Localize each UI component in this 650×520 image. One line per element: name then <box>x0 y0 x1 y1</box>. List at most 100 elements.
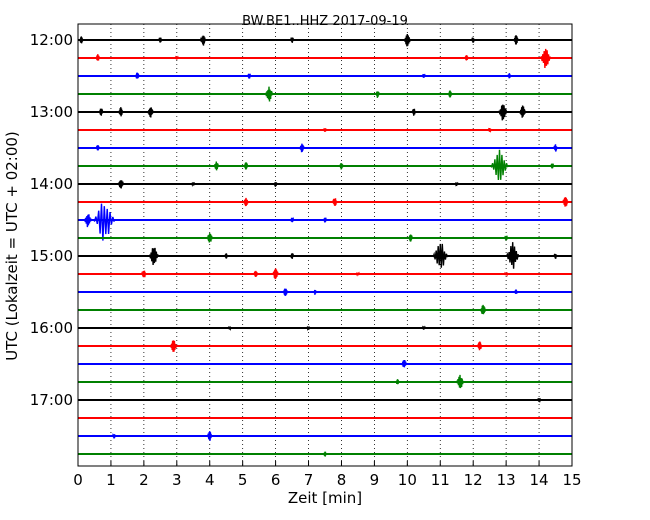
x-tick-label: 7 <box>304 471 314 489</box>
trace-event <box>93 203 115 241</box>
trace-event <box>322 217 328 223</box>
x-tick-label: 0 <box>73 471 83 489</box>
trace-event <box>199 35 207 46</box>
x-tick-label: 12 <box>464 471 483 489</box>
trace-16:30 <box>78 359 572 368</box>
y-tick-label: 13:00 <box>30 103 73 121</box>
trace-event <box>421 325 426 330</box>
trace-13:00 <box>78 104 572 121</box>
trace-event <box>243 162 249 170</box>
trace-event <box>536 397 542 404</box>
trace-event <box>158 37 163 43</box>
trace-13:15 <box>78 127 572 133</box>
trace-event <box>117 107 124 117</box>
x-tick-label: 11 <box>431 471 450 489</box>
y-tick-label: 16:00 <box>30 319 73 337</box>
chart-title: BW.BE1..HHZ 2017-09-19 <box>242 14 408 29</box>
trace-event <box>339 162 344 170</box>
trace-event <box>169 340 178 352</box>
trace-event <box>553 253 558 259</box>
trace-13:45 <box>78 149 572 181</box>
x-tick-label: 6 <box>271 471 281 489</box>
trace-event <box>331 198 338 206</box>
x-tick-label: 5 <box>238 471 248 489</box>
trace-event <box>227 326 232 332</box>
y-tick-label: 14:00 <box>30 175 73 193</box>
trace-event <box>213 161 220 171</box>
trace-event <box>562 197 569 207</box>
trace-event <box>95 144 100 151</box>
trace-event <box>289 216 295 223</box>
trace-event <box>395 379 400 385</box>
trace-event <box>476 341 483 351</box>
trace-17:00 <box>78 397 572 404</box>
y-axis: 12:00 13:00 14:00 15:00 16:00 17:00 <box>30 31 83 409</box>
trace-event <box>147 107 154 118</box>
trace-15:15 <box>78 268 572 280</box>
trace-event <box>401 359 407 368</box>
trace-event <box>95 54 101 61</box>
trace-event <box>299 143 305 153</box>
trace-event <box>306 325 311 332</box>
trace-event <box>312 289 318 295</box>
trace-event <box>247 73 252 79</box>
y-tick-label: 12:00 <box>30 31 73 49</box>
plot-frame <box>77 23 573 467</box>
trace-event <box>455 374 465 389</box>
trace-12:00 <box>78 33 572 47</box>
trace-12:45 <box>78 86 572 102</box>
trace-event <box>112 432 117 439</box>
trace-event <box>289 36 295 43</box>
grid-lines <box>110 24 540 466</box>
x-tick-label: 1 <box>106 471 116 489</box>
trace-event <box>553 144 558 152</box>
trace-event <box>490 149 509 181</box>
trace-event <box>148 247 159 266</box>
trace-16:15 <box>78 340 572 352</box>
x-tick-label: 8 <box>337 471 347 489</box>
trace-event <box>243 197 249 207</box>
trace-event <box>253 270 259 277</box>
x-tick-label: 2 <box>139 471 149 489</box>
trace-event <box>487 127 492 133</box>
trace-event <box>479 304 487 315</box>
trace-14:00 <box>78 180 572 189</box>
trace-12:30 <box>78 72 572 79</box>
trace-event <box>289 253 295 259</box>
trace-event <box>513 35 519 45</box>
trace-12:15 <box>78 48 572 69</box>
y-tick-label: 17:00 <box>30 391 73 409</box>
trace-event <box>206 233 214 243</box>
y-tick-label: 15:00 <box>30 247 73 265</box>
trace-event <box>411 108 417 116</box>
trace-17:45 <box>78 451 572 457</box>
trace-event <box>503 235 509 241</box>
trace-event <box>134 72 140 79</box>
x-tick-label: 3 <box>172 471 182 489</box>
trace-14:15 <box>78 197 572 207</box>
trace-event <box>191 181 196 188</box>
trace-event <box>507 73 512 79</box>
trace-event <box>518 105 527 118</box>
trace-event <box>355 271 361 277</box>
trace-event <box>322 127 328 132</box>
trace-event <box>408 234 414 242</box>
trace-event <box>464 54 469 61</box>
x-tick-label: 9 <box>370 471 380 489</box>
trace-event <box>140 270 147 278</box>
trace-event <box>117 180 125 189</box>
trace-16:00 <box>78 325 572 332</box>
trace-event <box>206 431 213 441</box>
trace-event <box>83 214 93 228</box>
x-axis: 0 1 2 3 4 5 6 7 8 9 10 11 12 13 14 15 <box>73 461 582 489</box>
trace-event <box>432 243 449 268</box>
trace-event <box>224 253 229 259</box>
trace-event <box>272 268 279 280</box>
trace-event <box>174 55 179 60</box>
trace-event <box>273 182 278 187</box>
trace-event <box>98 108 104 116</box>
trace-event <box>322 451 328 457</box>
trace-event <box>540 48 552 69</box>
trace-15:30 <box>78 288 572 297</box>
